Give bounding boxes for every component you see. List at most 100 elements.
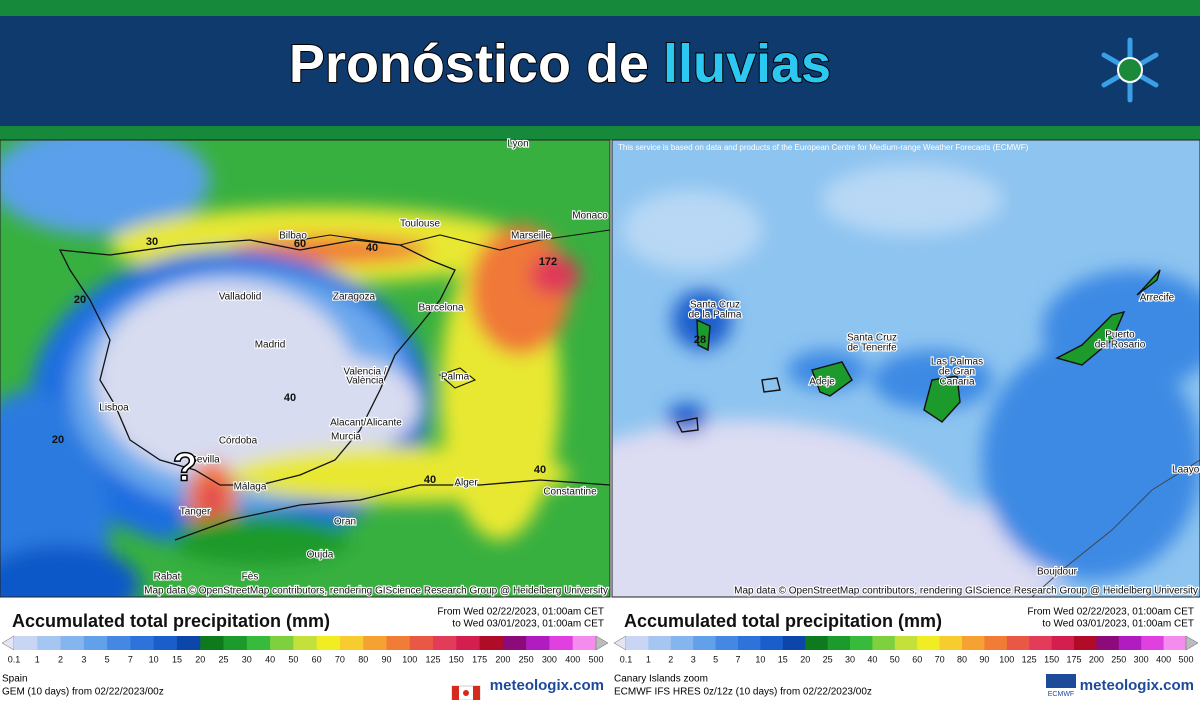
- logo-text: ECMWF: [1048, 691, 1074, 698]
- colorbar-end: [1185, 635, 1199, 651]
- scale-label: 0.1: [8, 654, 21, 664]
- colorbar-cell: [339, 636, 364, 650]
- map-label: Alacant/Alicante: [330, 418, 402, 429]
- map-label: 28: [694, 334, 706, 346]
- legend-to: to Wed 03/01/2023, 01:00am CET: [1042, 619, 1194, 630]
- colorbar-cell: [1096, 636, 1120, 650]
- map-label: Las Palmas: [931, 357, 983, 368]
- scale-label: 15: [172, 654, 182, 664]
- colorbar-end: [595, 635, 609, 651]
- map-label: Alger: [454, 478, 478, 489]
- scale-label: 250: [519, 654, 534, 664]
- scale-label: 80: [358, 654, 368, 664]
- scale-label: 30: [242, 654, 252, 664]
- map-label: Santa Cruz: [690, 300, 740, 311]
- logo-snowflake: [1101, 37, 1159, 103]
- colorbar-cell: [962, 636, 985, 650]
- map-label: Bilbao: [279, 231, 307, 242]
- top-note: This service is based on data and produc…: [618, 143, 1029, 152]
- scale-label: 60: [312, 654, 322, 664]
- colorbar-cell: [693, 636, 717, 650]
- legend-to: to Wed 03/01/2023, 01:00am CET: [452, 619, 604, 630]
- scale-label: 150: [449, 654, 464, 664]
- colorbar-cell: [805, 636, 829, 650]
- scale-label: 50: [890, 654, 900, 664]
- colorbar-cell: [526, 636, 550, 650]
- map-label: Palma: [441, 372, 470, 383]
- colorbar-cell: [827, 636, 851, 650]
- colorbar-cell: [479, 636, 504, 650]
- scale-label: 300: [542, 654, 557, 664]
- scale-label: 400: [565, 654, 580, 664]
- map-label: Córdoba: [219, 436, 258, 447]
- map-label: Zaragoza: [333, 292, 376, 303]
- colorbar-cell: [107, 636, 131, 650]
- scale-label: 500: [588, 654, 603, 664]
- map-label: Barcelona: [418, 303, 463, 314]
- colorbar-cell: [60, 636, 85, 650]
- scale-label: 30: [845, 654, 855, 664]
- map-label: 30: [146, 236, 158, 248]
- colorbar-cell: [939, 636, 963, 650]
- map-label: Constantine: [543, 487, 597, 498]
- scale-label: 25: [219, 654, 229, 664]
- colorbar-cell: [456, 636, 481, 650]
- map-label: Lisboa: [99, 403, 129, 414]
- scale-label: 125: [1022, 654, 1037, 664]
- colorbar-cell: [1074, 636, 1097, 650]
- scale-label: 150: [1044, 654, 1059, 664]
- scale-label: 100: [999, 654, 1014, 664]
- scale-label: 500: [1178, 654, 1193, 664]
- legend-region: Canary Islands zoom: [614, 674, 708, 685]
- map-label: Arrecife: [1140, 293, 1175, 304]
- map-label: Adeje: [809, 377, 835, 388]
- colorbar-cell: [760, 636, 784, 650]
- scale-label: 15: [778, 654, 788, 664]
- colorbar-cell: [782, 636, 806, 650]
- colorbar-cell: [738, 636, 761, 650]
- legend-title: Accumulated total precipitation (mm): [12, 611, 330, 631]
- colorbar-cell: [316, 636, 341, 650]
- map-label: Tanger: [180, 507, 211, 518]
- map-label: 60: [294, 238, 306, 250]
- colorbar-cell: [14, 636, 38, 650]
- colorbar-cell: [1163, 636, 1187, 650]
- map-label: Toulouse: [400, 219, 440, 230]
- map-label: Rabat: [154, 572, 181, 583]
- scale-label: 125: [426, 654, 441, 664]
- scale-label: 7: [735, 654, 740, 664]
- top-band: [0, 0, 1200, 16]
- scale-label: 60: [912, 654, 922, 664]
- bottom-band: [0, 126, 1200, 140]
- map-label: Valencia /: [343, 367, 386, 378]
- colorbar-cell: [433, 636, 457, 650]
- legend-from: From Wed 02/22/2023, 01:00am CET: [437, 607, 604, 618]
- colorbar-cell: [502, 636, 527, 650]
- colorbar-end: [1, 635, 15, 651]
- colorbar-cell: [246, 636, 271, 650]
- question-mark: ?: [173, 446, 197, 490]
- scale-label: 200: [1089, 654, 1104, 664]
- colorbar-end: [613, 635, 627, 651]
- legend-region: Spain: [2, 674, 28, 685]
- colorbar-cell: [572, 636, 597, 650]
- scale-label: 200: [495, 654, 510, 664]
- colorbar-cell: [409, 636, 434, 650]
- scale-label: 70: [935, 654, 945, 664]
- ecmwf-logo: [1046, 674, 1076, 688]
- scale-label: 2: [668, 654, 673, 664]
- colorbar-cell: [83, 636, 108, 650]
- colorbar-cell: [1006, 636, 1030, 650]
- scale-label: 90: [381, 654, 391, 664]
- colorbar-cell: [37, 636, 62, 650]
- flag-canada: [451, 685, 481, 701]
- scale-label: 1: [646, 654, 651, 664]
- map-label: Sevilla: [190, 455, 220, 466]
- title-highlight: lluvias: [663, 34, 831, 94]
- map-label: Madrid: [255, 340, 286, 351]
- scale-label: 7: [128, 654, 133, 664]
- scale-label: 10: [149, 654, 159, 664]
- map-label: València: [346, 376, 384, 387]
- colorbar-cell: [917, 636, 941, 650]
